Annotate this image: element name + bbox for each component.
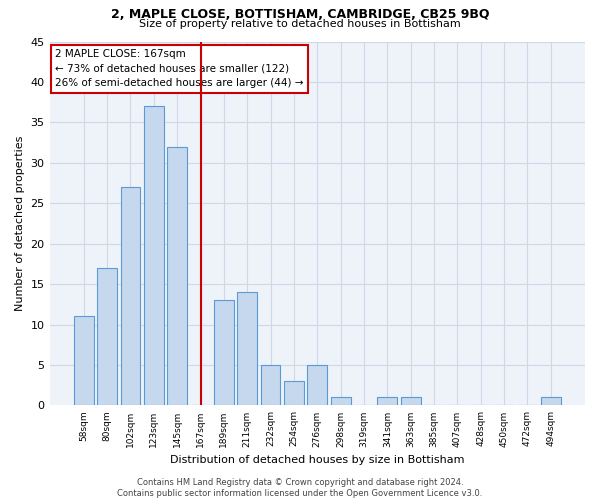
Bar [307, 365, 327, 406]
Bar [284, 381, 304, 406]
Text: Size of property relative to detached houses in Bottisham: Size of property relative to detached ho… [139, 19, 461, 29]
X-axis label: Distribution of detached houses by size in Bottisham: Distribution of detached houses by size … [170, 455, 464, 465]
Bar [74, 316, 94, 406]
Bar [97, 268, 117, 406]
Bar [331, 398, 350, 406]
Bar [260, 365, 280, 406]
Bar [167, 146, 187, 406]
Bar [238, 292, 257, 406]
Bar [121, 187, 140, 406]
Text: 2, MAPLE CLOSE, BOTTISHAM, CAMBRIDGE, CB25 9BQ: 2, MAPLE CLOSE, BOTTISHAM, CAMBRIDGE, CB… [111, 8, 489, 20]
Bar [541, 398, 560, 406]
Text: 2 MAPLE CLOSE: 167sqm
← 73% of detached houses are smaller (122)
26% of semi-det: 2 MAPLE CLOSE: 167sqm ← 73% of detached … [55, 49, 304, 88]
Bar [144, 106, 164, 406]
Bar [377, 398, 397, 406]
Text: Contains HM Land Registry data © Crown copyright and database right 2024.
Contai: Contains HM Land Registry data © Crown c… [118, 478, 482, 498]
Bar [214, 300, 234, 406]
Bar [401, 398, 421, 406]
Y-axis label: Number of detached properties: Number of detached properties [15, 136, 25, 311]
